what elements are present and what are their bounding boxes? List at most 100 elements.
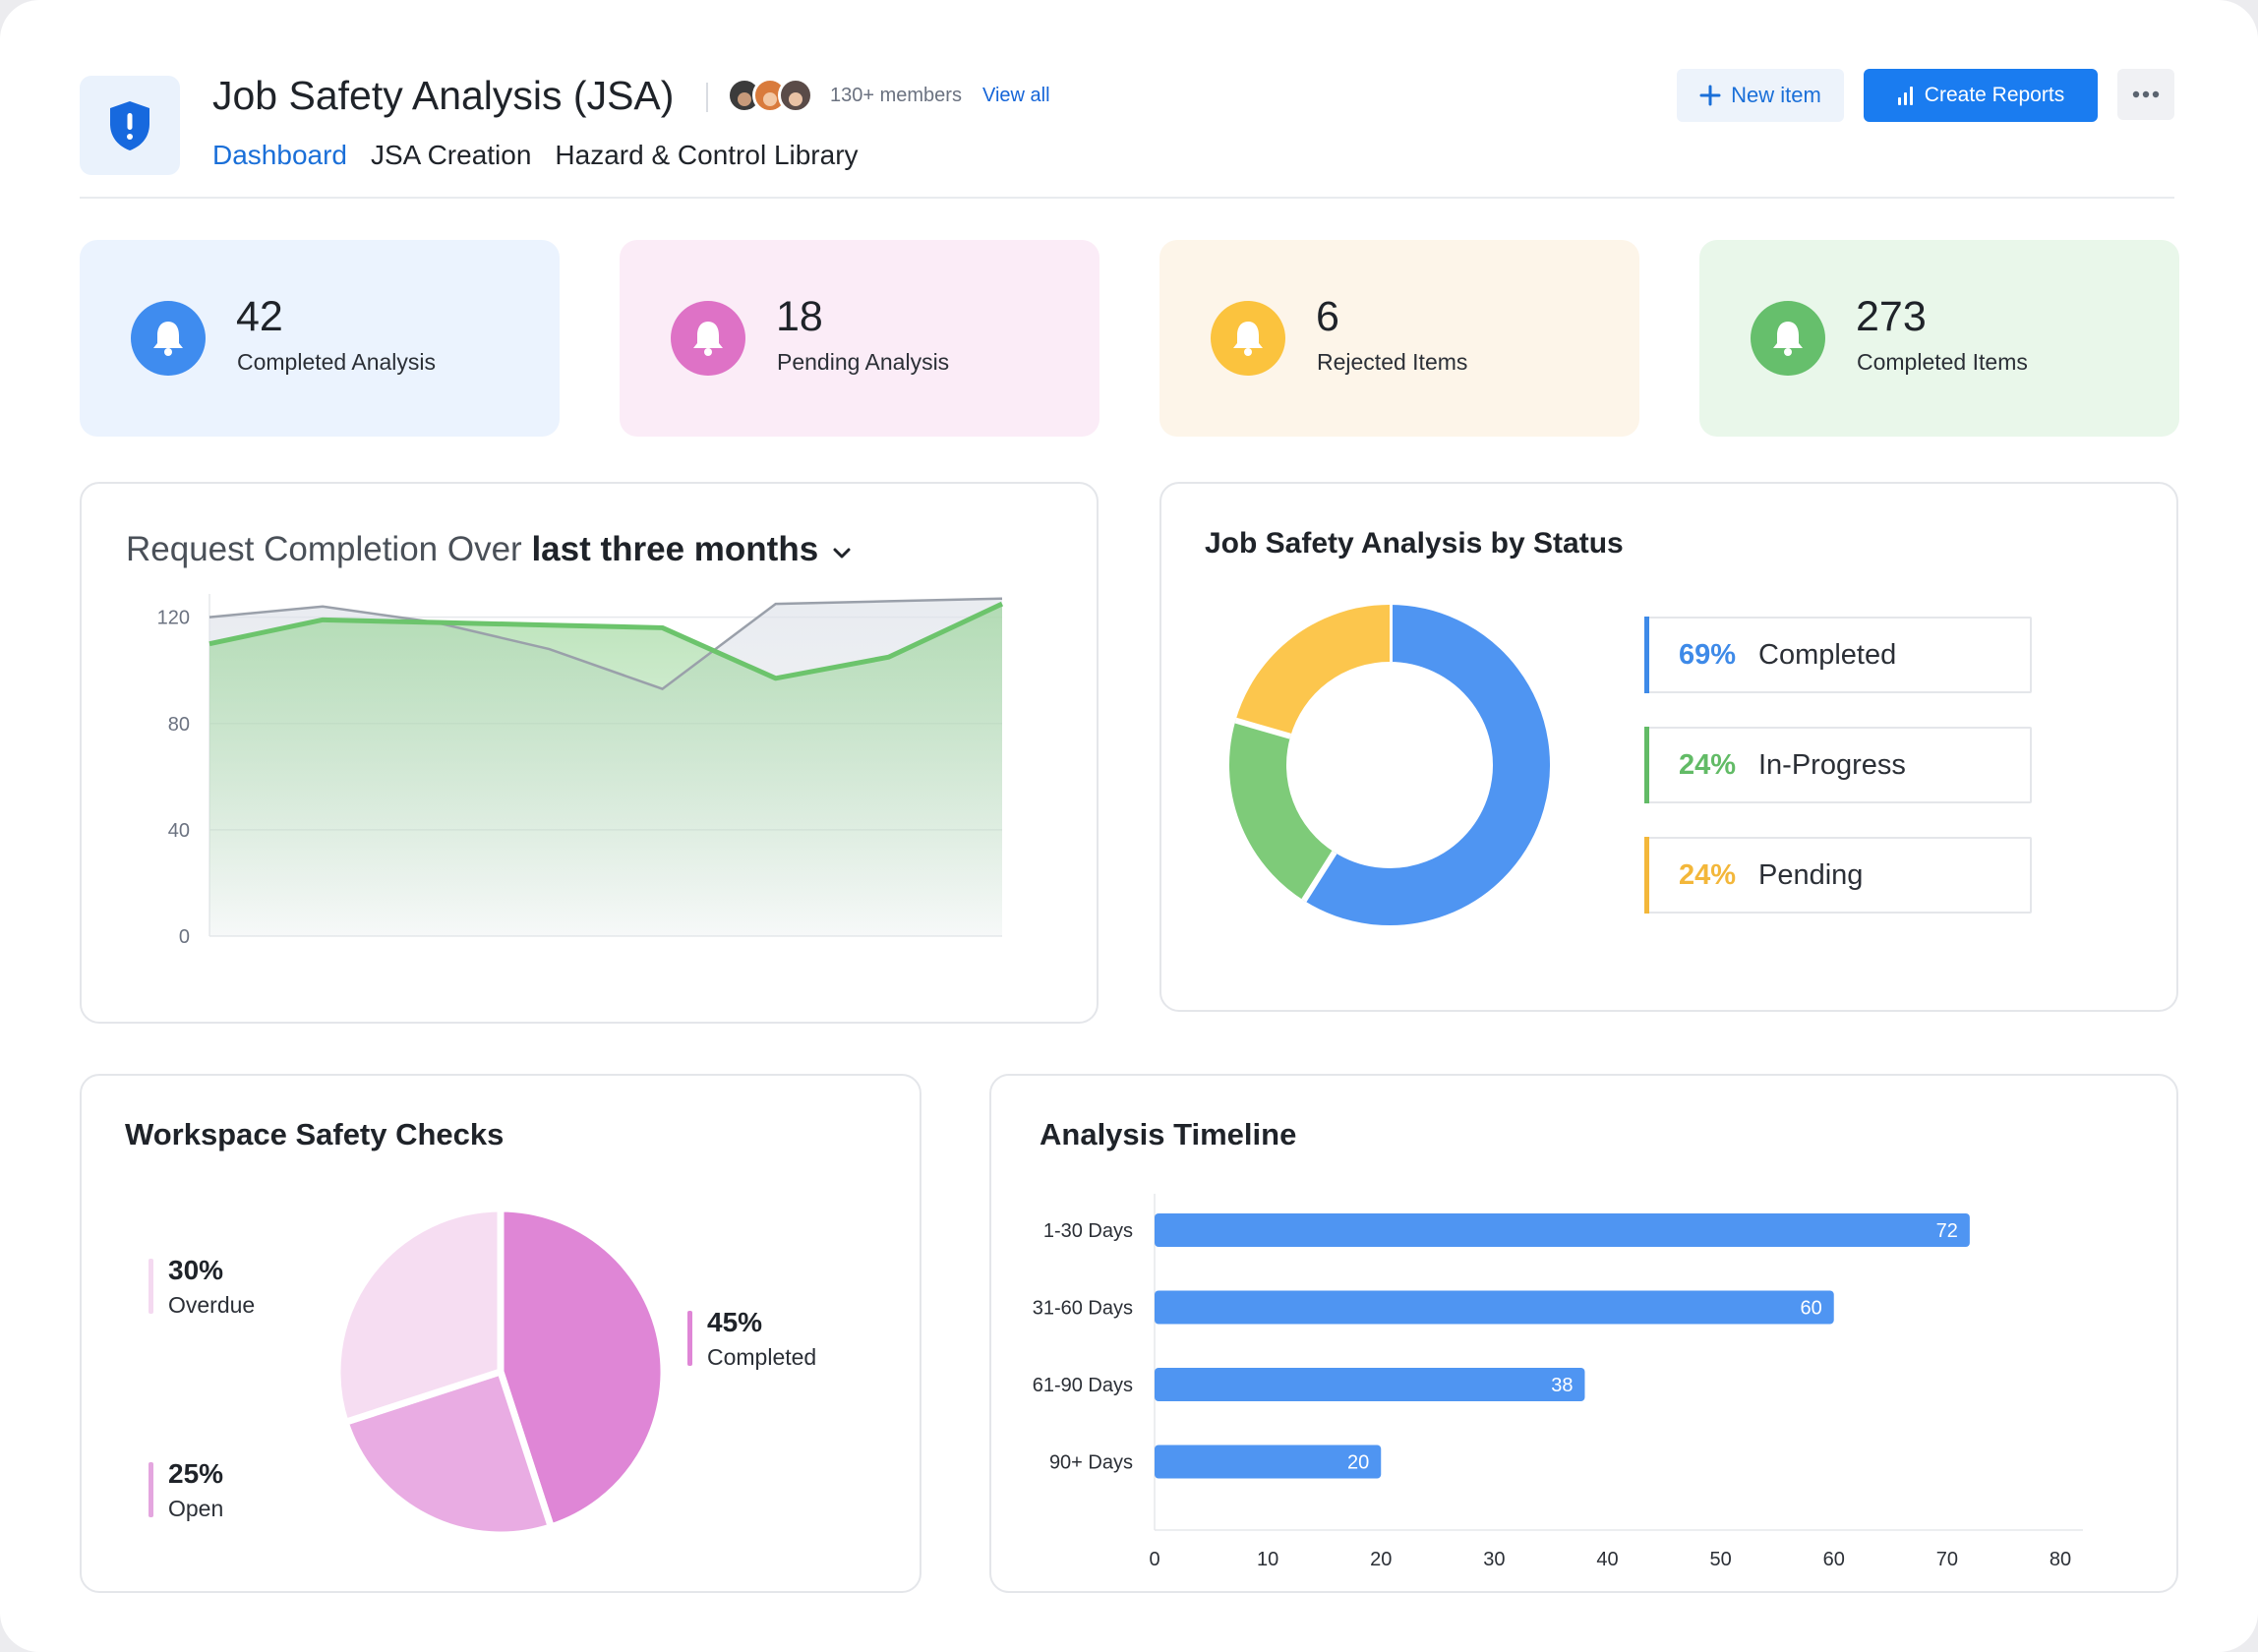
bar-value-label: 72 xyxy=(1936,1220,1958,1242)
bar-category-label: 61-90 Days xyxy=(1033,1375,1133,1396)
series-line xyxy=(208,601,1004,681)
legend-label: Pending xyxy=(1758,859,1864,891)
legend-label: In-Progress xyxy=(1758,749,1906,781)
safety-checks-pie-chart xyxy=(333,1205,668,1539)
series-area xyxy=(209,604,1002,936)
y-tick-label: 0 xyxy=(179,926,190,948)
period-selector[interactable]: last three months xyxy=(531,530,851,568)
stat-value: 18 xyxy=(776,293,823,340)
x-tick-label: 30 xyxy=(1483,1549,1505,1570)
page-header: Job Safety Analysis (JSA) 130+ members V… xyxy=(80,59,2174,199)
bar-90plus-days xyxy=(1155,1445,1382,1479)
legend-color-bar xyxy=(687,1311,692,1366)
chevron-down-icon xyxy=(833,548,851,559)
bar-value-label: 60 xyxy=(1800,1298,1821,1320)
status-donut-chart xyxy=(1229,605,1550,925)
legend-stripe xyxy=(1644,727,1649,803)
x-tick-label: 40 xyxy=(1596,1549,1618,1570)
new-item-label: New item xyxy=(1731,83,1821,107)
stat-value: 6 xyxy=(1316,293,1339,340)
legend-completed[interactable]: 69% Completed xyxy=(1644,617,2032,693)
stat-label: Pending Analysis xyxy=(777,349,950,375)
page-title: Job Safety Analysis (JSA) xyxy=(212,73,675,118)
stat-label: Rejected Items xyxy=(1317,349,1468,375)
stat-card-completed-analysis[interactable]: 42 Completed Analysis xyxy=(80,240,560,437)
stat-card-completed-items[interactable]: 273 Completed Items xyxy=(1699,240,2179,437)
new-item-button[interactable]: New item xyxy=(1677,69,1844,122)
title-divider xyxy=(706,83,708,112)
x-tick-label: 80 xyxy=(2050,1549,2071,1570)
bar-61-90-days xyxy=(1155,1368,1585,1401)
bar-31-60-days xyxy=(1155,1290,1834,1325)
slice-separator xyxy=(1301,851,1337,903)
bar-category-label: 90+ Days xyxy=(1049,1452,1133,1474)
donut-slice-in-progress xyxy=(1229,720,1336,901)
period-selector-label: last three months xyxy=(531,530,819,568)
bar-value-label: 20 xyxy=(1347,1452,1369,1474)
x-tick-label: 10 xyxy=(1257,1549,1278,1570)
avatar xyxy=(778,78,813,113)
member-avatars[interactable] xyxy=(727,78,813,117)
y-tick-label: 80 xyxy=(168,714,190,736)
stat-label: Completed Analysis xyxy=(237,349,436,375)
stat-value: 273 xyxy=(1856,293,1927,340)
line-chart-title-text: Request Completion Over xyxy=(126,530,522,568)
tab-dashboard[interactable]: Dashboard xyxy=(212,140,347,170)
legend-percent: 30% xyxy=(168,1255,224,1285)
legend-percent: 24% xyxy=(1679,749,1737,781)
series-line xyxy=(208,597,1003,691)
bell-icon xyxy=(131,301,206,376)
line-chart: 0 40 80 120 xyxy=(157,594,1004,948)
y-tick-label: 40 xyxy=(168,820,190,842)
stat-card-rejected-items[interactable]: 6 Rejected Items xyxy=(1159,240,1639,437)
pie-slice-completed xyxy=(497,1205,668,1531)
tab-jsa-creation[interactable]: JSA Creation xyxy=(370,140,532,170)
pie-slice-open xyxy=(341,1368,555,1539)
legend-label: Open xyxy=(168,1496,224,1521)
request-completion-panel: Request Completion Over last three month… xyxy=(80,482,1099,1024)
legend-percent: 24% xyxy=(1679,859,1737,891)
donut-slice-completed xyxy=(1303,605,1550,925)
create-reports-button[interactable]: Create Reports xyxy=(1864,69,2098,122)
tab-bar: Dashboard JSA Creation Hazard & Control … xyxy=(212,140,859,171)
more-horizontal-icon xyxy=(2132,90,2160,98)
legend-stripe xyxy=(1644,617,1649,693)
pie-slice-overdue xyxy=(333,1205,505,1426)
stat-label: Completed Items xyxy=(1857,349,2028,375)
analysis-timeline-title: Analysis Timeline xyxy=(1040,1117,1297,1151)
create-reports-label: Create Reports xyxy=(1924,84,2065,106)
bar-value-label: 38 xyxy=(1551,1375,1573,1396)
legend-color-bar xyxy=(149,1259,153,1314)
bar-chart-icon xyxy=(1897,87,1913,105)
stat-card-pending-analysis[interactable]: 18 Pending Analysis xyxy=(620,240,1099,437)
members-count: 130+ members xyxy=(830,85,962,106)
more-options-button[interactable] xyxy=(2117,69,2174,120)
plus-icon xyxy=(1699,85,1721,106)
legend-color-bar xyxy=(149,1462,153,1517)
legend-label: Completed xyxy=(1758,639,1897,671)
legend-label: Overdue xyxy=(168,1292,256,1318)
stat-value: 42 xyxy=(236,293,283,340)
x-tick-label: 60 xyxy=(1823,1549,1845,1570)
bell-icon xyxy=(671,301,745,376)
view-all-link[interactable]: View all xyxy=(982,85,1050,106)
analysis-timeline-panel: Analysis Timeline 1-30 Days 72 31-60 Days 6… xyxy=(989,1074,2178,1593)
legend-percent: 45% xyxy=(707,1307,763,1337)
bar-category-label: 1-30 Days xyxy=(1043,1220,1133,1242)
legend-label: Completed xyxy=(707,1344,817,1370)
legend-pending[interactable]: 24% Pending xyxy=(1644,837,2032,914)
x-tick-label: 50 xyxy=(1709,1549,1731,1570)
timeline-bar-chart: 1-30 Days 72 31-60 Days 60 61-90 Days 38 90+ D… xyxy=(1033,1194,2083,1570)
legend-stripe xyxy=(1644,837,1649,914)
bell-icon xyxy=(1751,301,1825,376)
line-chart-title: Request Completion Over last three month… xyxy=(126,530,852,569)
slice-separator xyxy=(1234,717,1291,739)
legend-in-progress[interactable]: 24% In-Progress xyxy=(1644,727,2032,803)
legend-percent: 25% xyxy=(168,1458,224,1489)
app-logo xyxy=(80,76,180,175)
safety-checks-title: Workspace Safety Checks xyxy=(125,1117,505,1151)
tab-hazard-control-library[interactable]: Hazard & Control Library xyxy=(555,140,859,170)
x-tick-label: 70 xyxy=(1936,1549,1958,1570)
x-tick-label: 0 xyxy=(1149,1549,1159,1570)
